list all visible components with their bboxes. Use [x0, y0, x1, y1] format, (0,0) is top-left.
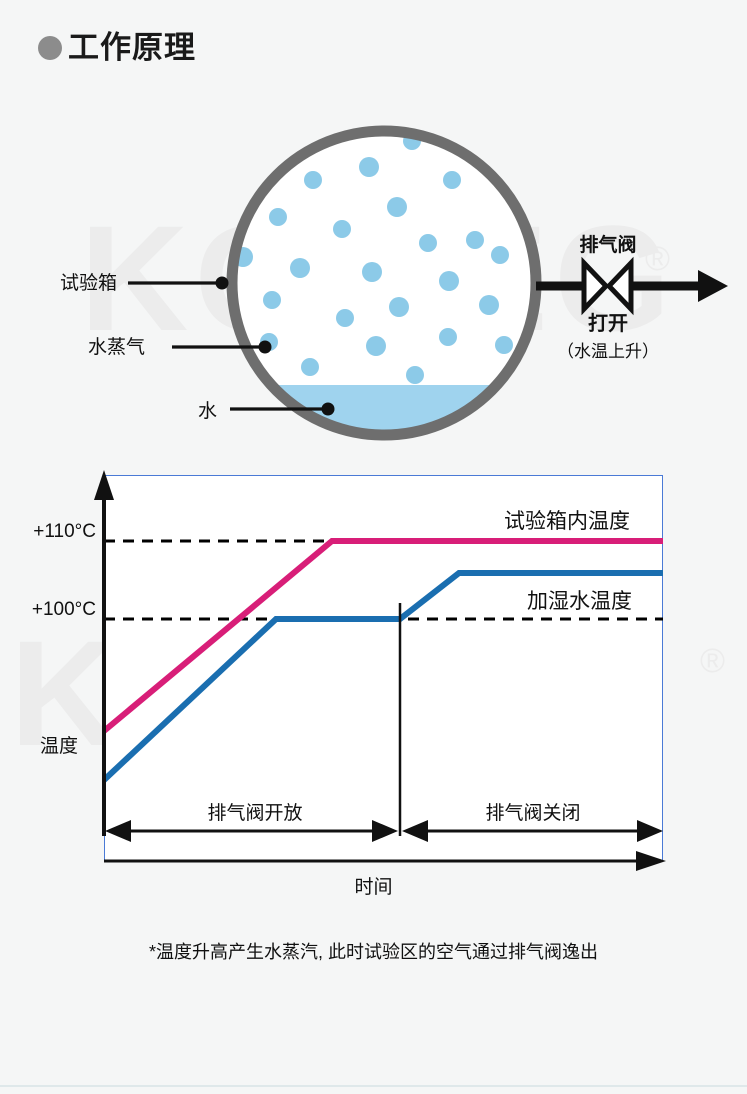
header-bullet-icon [38, 35, 62, 60]
y-tick-label-110: +110°C [33, 521, 96, 542]
valve-state-label: 打开 [588, 313, 628, 335]
x-axis-label: 时间 [354, 877, 393, 898]
bottom-divider [0, 1085, 747, 1087]
page-title: 工作原理 [68, 30, 196, 65]
footnote-text: *温度升高产生水蒸汽, 此时试验区的空气通过排气阀逸出 [148, 942, 598, 962]
vapor-label: 水蒸气 [88, 337, 146, 358]
y-axis-label: 温度 [40, 736, 79, 757]
phase-closed-range-arrow [402, 820, 663, 842]
y-tick-label-100: +100°C [31, 599, 96, 620]
chamber-interior [236, 135, 532, 431]
temperature-time-chart [94, 470, 666, 871]
phase-label-valve-closed: 排气阀关闭 [485, 803, 581, 824]
y-axis [94, 470, 114, 836]
page-header: 工作原理 [38, 32, 196, 63]
chamber-label: 试验箱 [60, 273, 118, 294]
leader-lines [128, 281, 328, 411]
x-axis [104, 851, 666, 871]
valve-title-label: 排气阀 [579, 235, 637, 256]
phase-open-range-arrow [105, 820, 398, 842]
phase-label-valve-open: 排气阀开放 [207, 803, 303, 824]
valve-icon [581, 256, 634, 316]
chamber-diagram [128, 125, 728, 441]
series-chamber-temperature [102, 538, 663, 734]
legend-item-chamber-temperature: 试验箱内温度 [504, 510, 630, 533]
exhaust-arrow-icon [536, 270, 728, 302]
leader-dots [215, 276, 335, 416]
water-label: 水 [198, 401, 218, 422]
vapor-droplets [233, 132, 513, 384]
legend-item-water-temperature: 加湿水温度 [527, 590, 632, 613]
valve-note-label: （水温上升） [557, 342, 659, 361]
